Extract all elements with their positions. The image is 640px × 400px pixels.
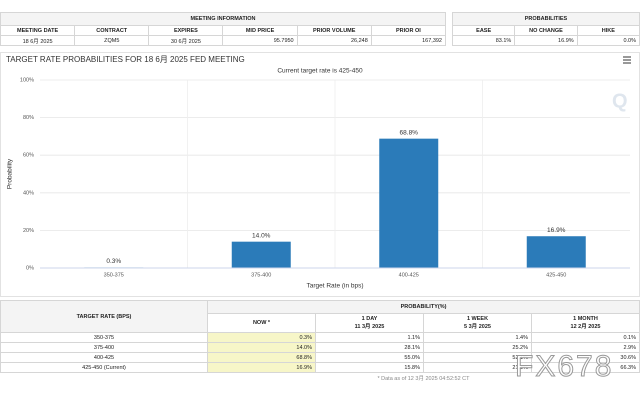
column-label: 1 WEEK — [466, 316, 489, 322]
column-header: EASE — [451, 25, 516, 36]
cell: 167,392 — [370, 35, 447, 46]
value-label: 68.8% — [400, 129, 419, 136]
cell: 0.3% — [207, 332, 316, 343]
spacer — [1, 373, 208, 383]
cell: 18 6月 2025 — [0, 35, 76, 46]
footnote-row: * Data as of 12 3月 2025 04:52:52 CT — [1, 373, 640, 383]
y-tick-label: 100% — [20, 77, 34, 83]
bar — [526, 236, 586, 268]
column-header: MID PRICE — [222, 25, 298, 36]
column-label: 1 MONTH — [573, 316, 598, 322]
cell: 66.3% — [531, 362, 640, 373]
y-tick-label: 60% — [23, 153, 34, 159]
title-row: TARGET RATE (BPS) PROBABILITY(%) — [0, 300, 640, 333]
column-header: EXPIRES — [148, 25, 224, 36]
probability-header: PROBABILITY(%) — [207, 300, 640, 314]
value-label: 14.0% — [252, 232, 271, 239]
cell: 16.9% — [514, 35, 578, 46]
cell: 28.1% — [315, 342, 424, 353]
data-row: 18 6月 2025 ZQM5 30 6月 2025 95.7950 26,248 167… — [0, 35, 447, 46]
column-header: PRIOR OI — [370, 25, 447, 36]
y-tick-label: 20% — [23, 228, 34, 234]
table-title: MEETING INFORMATION — [0, 12, 446, 26]
cell: 14.0% — [207, 342, 316, 353]
bar — [379, 138, 439, 268]
cell: 83.1% — [451, 35, 516, 46]
x-tick-label: 350-375 — [104, 272, 124, 278]
column-header: 1 DAY 11 3月 2025 — [315, 313, 424, 333]
y-tick-label: 40% — [23, 190, 34, 196]
column-header: NO CHANGE — [514, 25, 578, 36]
cell: 1.4% — [423, 332, 532, 343]
menu-icon[interactable] — [623, 56, 631, 64]
table-title: PROBABILITIES — [452, 12, 640, 26]
column-header: NOW * — [207, 313, 316, 333]
column-date: 12 2月 2025 — [570, 324, 601, 330]
bar — [231, 241, 291, 268]
cell: 350-375 — [0, 332, 208, 343]
cell: 0.0% — [576, 35, 640, 46]
column-header: HIKE — [576, 25, 640, 36]
x-axis-title: Target Rate (in bps) — [306, 283, 363, 290]
header-row: EASE NO CHANGE HIKE — [451, 25, 640, 36]
column-date: 11 3月 2025 — [354, 324, 385, 330]
cell: ZQM5 — [74, 35, 150, 46]
column-header: CONTRACT — [74, 25, 150, 36]
value-label: 0.3% — [106, 258, 121, 265]
chart: TARGET RATE PROBABILITIES FOR 18 6月 2025… — [0, 52, 640, 297]
cell: 1.1% — [315, 332, 424, 343]
column-label: NOW * — [252, 320, 271, 326]
cell: 68.8% — [207, 352, 316, 363]
cell: 400-425 — [0, 352, 208, 363]
column-header: MEETING DATE — [0, 25, 76, 36]
logo: Q — [612, 90, 628, 112]
chart-subtitle: Current target rate is 425-450 — [277, 68, 363, 75]
cell: 30 6月 2025 — [148, 35, 224, 46]
cell: 425-450 (Current) — [0, 362, 208, 373]
title-row: MEETING INFORMATION — [0, 12, 446, 26]
header-row: MEETING DATE CONTRACT EXPIRES MID PRICE PRIO… — [0, 25, 447, 36]
y-tick-label: 0% — [26, 265, 34, 271]
column-header: 1 WEEK 5 3月 2025 — [423, 313, 532, 333]
cell: 16.9% — [207, 362, 316, 373]
meeting-info-table: MEETING INFORMATION MEETING DATE CONTRACT E… — [0, 12, 447, 46]
rate-header: TARGET RATE (BPS) — [0, 300, 208, 333]
data-row: 350-375 0.3% 1.1% 1.4% 0.1% — [0, 332, 640, 343]
column-header: PRIOR VOLUME — [296, 25, 372, 36]
cell: 15.8% — [315, 362, 424, 373]
cell: 375-400 — [0, 342, 208, 353]
column-label: 1 DAY — [361, 316, 378, 322]
cell: 0.1% — [531, 332, 640, 343]
chart-title: TARGET RATE PROBABILITIES FOR 18 6月 2025… — [6, 55, 245, 64]
title-row: PROBABILITIES — [452, 12, 640, 26]
cell: 55.0% — [315, 352, 424, 363]
y-axis-title: Probability — [7, 158, 14, 189]
cell: 95.7950 — [222, 35, 298, 46]
footnote: * Data as of 12 3月 2025 04:52:52 CT — [377, 375, 470, 382]
y-tick-label: 80% — [23, 115, 34, 121]
column-header: 1 MONTH 12 2月 2025 — [531, 313, 640, 333]
x-tick-label: 400-425 — [399, 272, 419, 278]
x-tick-label: 375-400 — [251, 272, 271, 278]
watermark: FX678 — [514, 350, 614, 384]
value-label: 16.9% — [547, 227, 566, 234]
column-date: 5 3月 2025 — [464, 324, 491, 330]
cell: 26,248 — [296, 35, 372, 46]
x-tick-label: 425-450 — [546, 272, 566, 278]
probabilities-table: PROBABILITIES EASE NO CHANGE HIKE 83.1% 16.9%… — [451, 12, 640, 46]
history-table: TARGET RATE (BPS) PROBABILITY(%) NOW * 1 DA… — [0, 300, 640, 382]
data-row: 83.1% 16.9% 0.0% — [451, 35, 640, 46]
data-row: 425-450 (Current) 16.9% 15.8% 21.3% 66.3% — [0, 362, 640, 373]
